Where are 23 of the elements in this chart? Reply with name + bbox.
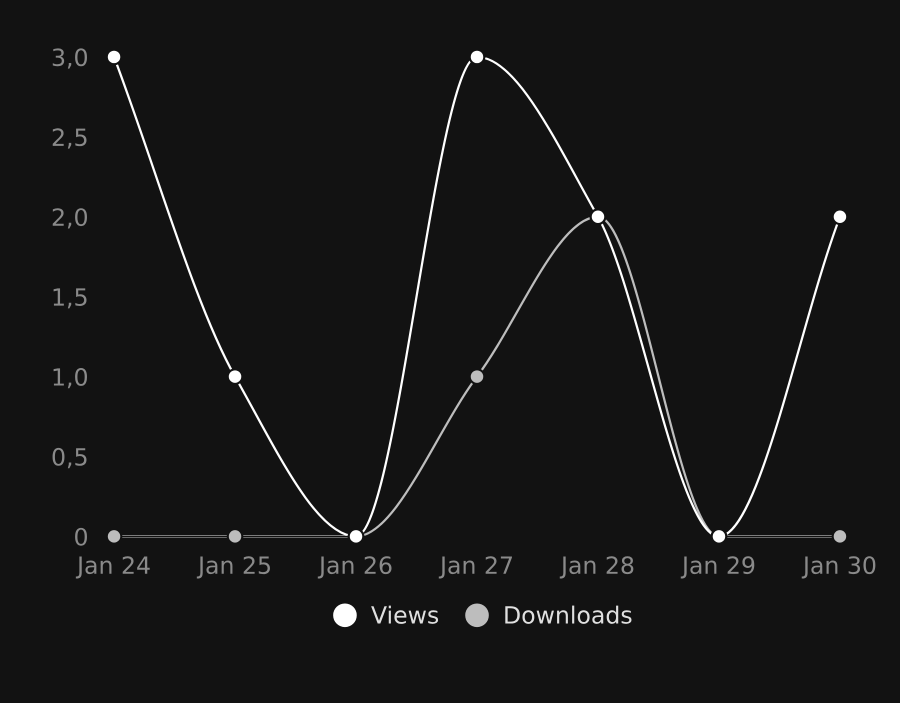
x-tick-label: Jan 29 [680,556,754,578]
y-tick-label: 1,5 [54,288,86,308]
x-tick-label: Jan 30 [802,556,876,578]
point [832,528,848,545]
y-tick-label: 3,0 [52,48,87,69]
y-tick-label: 1,0 [54,368,87,388]
x-tick-label: Jan 27 [438,556,512,578]
point [106,48,122,66]
point [226,368,244,385]
legend-label: Downloads [505,606,632,624]
point [226,528,244,545]
y-tick-label: 2,0 [52,208,87,228]
point [106,528,122,545]
y-tick-label: 0 [75,528,87,546]
y-tick-label: 0,5 [52,448,86,468]
x-tick-label: Jan 26 [318,556,392,578]
point [468,48,486,66]
x-tick-label: Jan 28 [560,556,634,578]
y-tick-label: 2,5 [52,128,86,149]
x-tick-label: Jan 24 [76,556,150,578]
x-tick-label: Jan 25 [196,556,270,578]
point [468,368,486,385]
legend-label: Views [371,606,438,624]
